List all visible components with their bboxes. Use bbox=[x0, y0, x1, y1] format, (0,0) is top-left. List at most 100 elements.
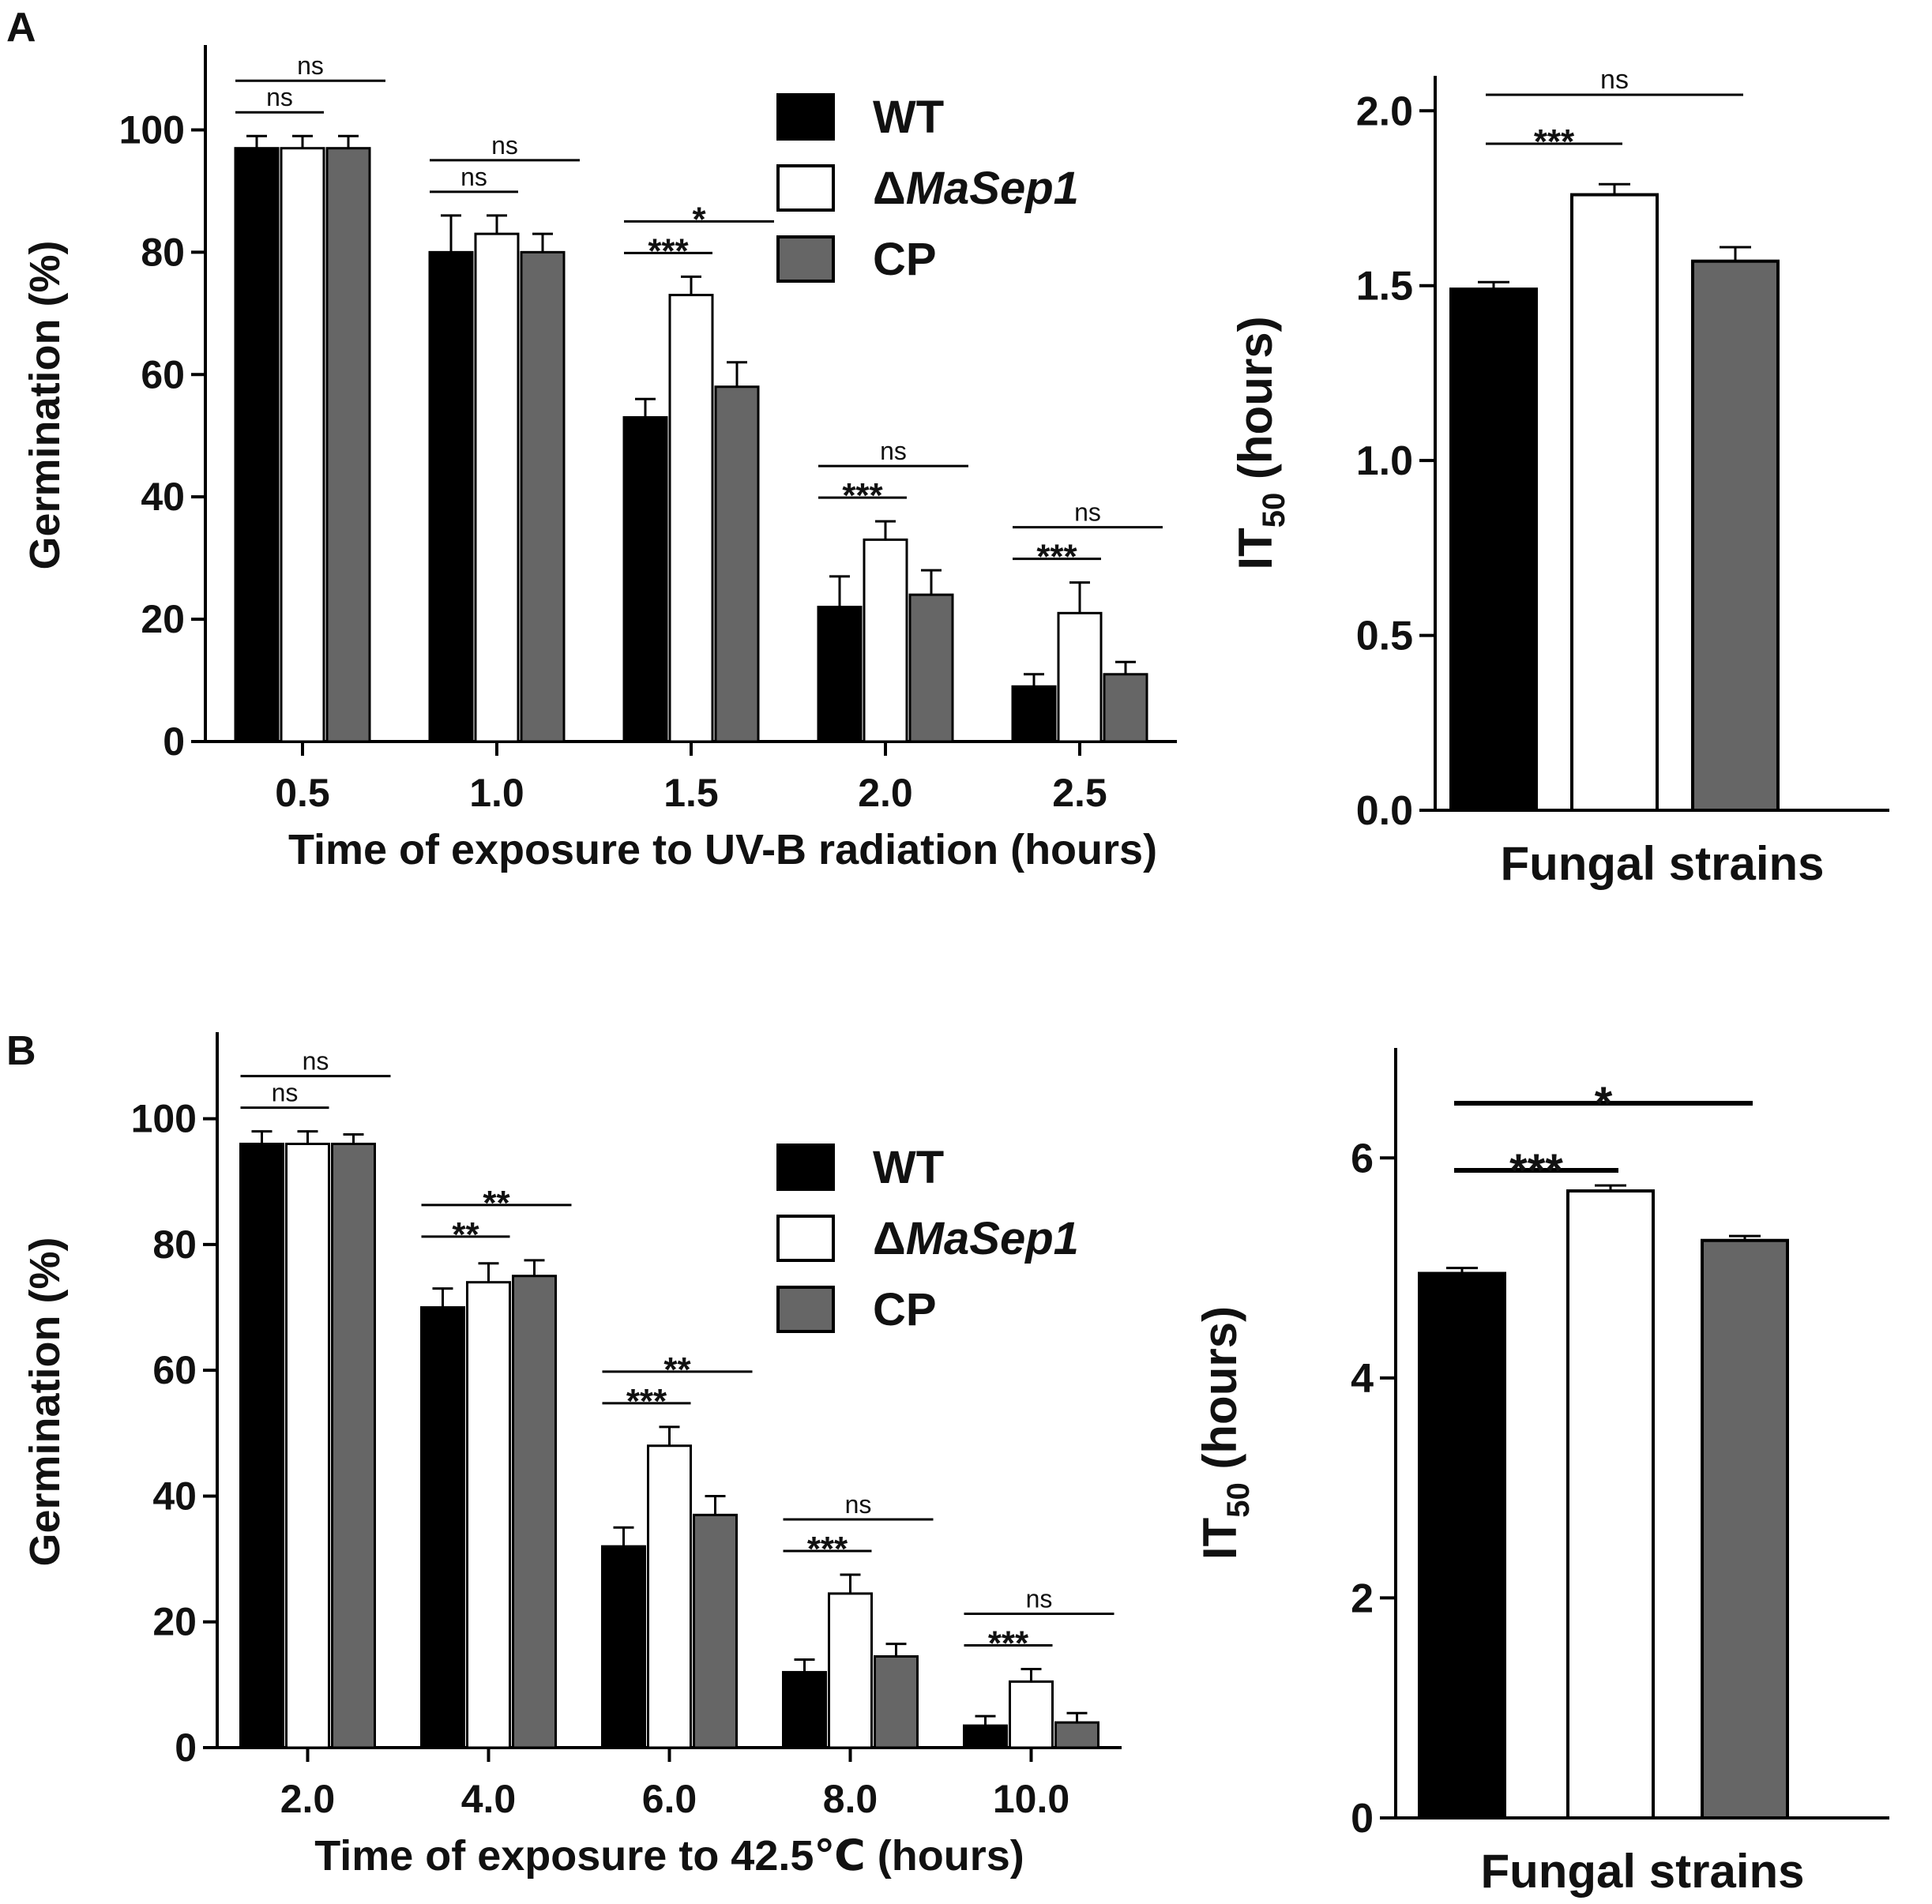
x-axis-label: Fungal strains bbox=[1480, 1845, 1804, 1898]
sig-label: * bbox=[692, 200, 706, 238]
y-axis-label: IT50 (hours) bbox=[1193, 1306, 1256, 1560]
y-tick-label: 1.0 bbox=[1356, 438, 1413, 484]
sig-label: ns bbox=[266, 83, 293, 111]
y-tick-label: 0.5 bbox=[1356, 614, 1413, 659]
bar-cp-3 bbox=[908, 593, 954, 743]
sig-label: ns bbox=[460, 163, 487, 191]
y-tick-label: 2 bbox=[1351, 1575, 1374, 1621]
bar-delta-masep1-2 bbox=[668, 294, 714, 743]
x-tick-label: 2.5 bbox=[1052, 771, 1107, 815]
y-tick-label: 60 bbox=[141, 352, 185, 396]
y-axis-label: Germination (%) bbox=[21, 240, 69, 569]
sig-label: ns bbox=[880, 437, 907, 465]
sig-label: *** bbox=[648, 231, 689, 270]
legend-label-1: ΔMaSep1 bbox=[873, 1213, 1079, 1264]
bar-delta-masep1-3 bbox=[863, 538, 908, 743]
sig-label: * bbox=[1595, 1078, 1613, 1129]
x-tick-label: 2.0 bbox=[858, 771, 913, 815]
sig-label: ns bbox=[1026, 1584, 1053, 1613]
y-tick-label: 20 bbox=[141, 597, 185, 641]
bar-wt-2 bbox=[622, 415, 668, 743]
legend-swatch-0 bbox=[776, 93, 835, 141]
y-tick-label: 0 bbox=[163, 719, 185, 764]
bar-delta-masep1-2 bbox=[647, 1444, 692, 1749]
y-tick-label: 0.0 bbox=[1356, 788, 1413, 834]
x-tick-label: 1.5 bbox=[663, 771, 719, 815]
x-axis-label: Fungal strains bbox=[1500, 837, 1824, 890]
bar-delta-masep1 bbox=[1570, 193, 1659, 813]
sig-label: *** bbox=[842, 476, 883, 515]
sig-label: ns bbox=[303, 1047, 329, 1076]
legend-swatch-1 bbox=[776, 1215, 835, 1262]
bar-wt-3 bbox=[782, 1670, 827, 1749]
y-tick-label: 20 bbox=[152, 1600, 197, 1644]
y-tick-label: 80 bbox=[141, 230, 185, 274]
y-tick-label: 100 bbox=[119, 107, 185, 152]
y-axis-label: IT50 (hours) bbox=[1229, 316, 1291, 569]
legend-swatch-0 bbox=[776, 1144, 835, 1191]
bar-cp-2 bbox=[714, 385, 760, 743]
bar-wt-4 bbox=[963, 1724, 1008, 1749]
bar-cp-4 bbox=[1103, 673, 1148, 743]
bar-wt-3 bbox=[817, 606, 863, 743]
sig-label: ns bbox=[297, 51, 324, 80]
bar-cp-1 bbox=[512, 1275, 557, 1749]
sig-label: *** bbox=[626, 1382, 667, 1421]
bar-wt bbox=[1418, 1271, 1506, 1820]
sig-label: ns bbox=[491, 131, 518, 160]
bar-delta-masep1-1 bbox=[466, 1281, 511, 1749]
sig-label: *** bbox=[1509, 1145, 1563, 1196]
x-tick-label: 8.0 bbox=[823, 1777, 878, 1821]
y-tick-label: 6 bbox=[1351, 1136, 1374, 1181]
bar-cp-3 bbox=[874, 1655, 919, 1749]
y-tick-label: 40 bbox=[141, 475, 185, 519]
bar-delta-masep1-0 bbox=[285, 1142, 330, 1749]
y-tick-label: 0 bbox=[175, 1726, 197, 1770]
bar-wt-1 bbox=[420, 1306, 465, 1749]
bar-wt-0 bbox=[234, 147, 280, 743]
y-tick-label: 1.5 bbox=[1356, 264, 1413, 310]
y-tick-label: 40 bbox=[152, 1474, 197, 1518]
legend-swatch-1 bbox=[776, 164, 835, 212]
y-tick-label: 2.0 bbox=[1356, 88, 1413, 134]
x-tick-label: 2.0 bbox=[280, 1777, 336, 1821]
y-tick-label: 80 bbox=[152, 1222, 197, 1267]
bar-wt-2 bbox=[601, 1545, 646, 1749]
bar-cp-4 bbox=[1054, 1721, 1099, 1749]
sig-label: ns bbox=[845, 1490, 872, 1519]
bar-cp-2 bbox=[693, 1513, 738, 1749]
bar-delta-masep1-4 bbox=[1057, 611, 1103, 743]
y-tick-label: 0 bbox=[1351, 1796, 1374, 1842]
bar-delta-masep1-4 bbox=[1009, 1680, 1054, 1749]
sig-label: ** bbox=[452, 1215, 479, 1254]
legend-swatch-2 bbox=[776, 235, 835, 283]
legend-swatch-2 bbox=[776, 1286, 835, 1333]
x-axis-label: Time of exposure to UV-B radiation (hour… bbox=[288, 826, 1157, 873]
y-tick-label: 60 bbox=[152, 1348, 197, 1392]
bar-cp-1 bbox=[520, 250, 566, 743]
it50-chart-uvb: 0.0 0.5 1.0 1.5 2.0 IT50 (hours) Fungal strain… bbox=[1229, 65, 1889, 890]
x-tick-label: 1.0 bbox=[469, 771, 524, 815]
panel-letter-a: A bbox=[6, 5, 36, 51]
legend-label-1: ΔMaSep1 bbox=[873, 163, 1079, 214]
y-tick-label: 100 bbox=[131, 1097, 197, 1141]
sig-label: ns bbox=[1074, 498, 1101, 527]
sig-label: ns bbox=[272, 1079, 299, 1107]
bar-delta-masep1-3 bbox=[828, 1592, 873, 1749]
legend-label-0: WT bbox=[873, 1142, 944, 1193]
x-tick-label: 10.0 bbox=[993, 1777, 1069, 1821]
legend-label-0: WT bbox=[873, 92, 944, 143]
x-tick-label: 6.0 bbox=[642, 1777, 697, 1821]
sig-label: *** bbox=[1036, 538, 1077, 576]
x-tick-label: 0.5 bbox=[275, 771, 330, 815]
sig-label: *** bbox=[988, 1624, 1029, 1662]
bar-wt-0 bbox=[239, 1142, 284, 1749]
bar-cp bbox=[1701, 1238, 1789, 1820]
germination-chart-uvb: 0 20 40 60 80 100 Germination (%) Time of expos… bbox=[21, 45, 1177, 873]
legend-label-2: CP bbox=[873, 234, 937, 285]
bar-cp-0 bbox=[331, 1142, 376, 1749]
bar-wt-4 bbox=[1011, 685, 1057, 743]
y-axis-label: Germination (%) bbox=[21, 1237, 69, 1566]
